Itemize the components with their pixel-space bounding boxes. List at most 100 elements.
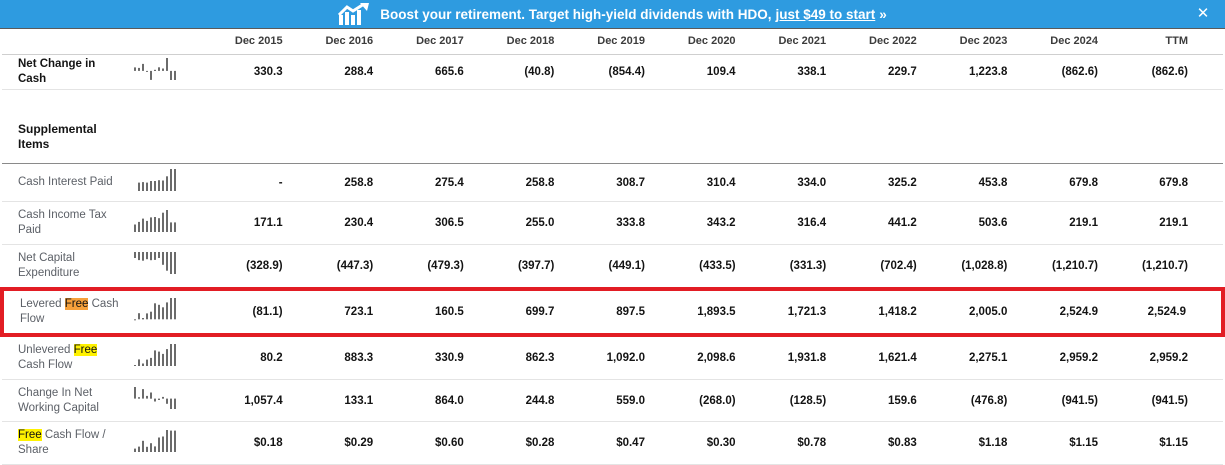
table-body: Net Change in Cash 330.3 288.4 665.6 (40.8)(…: [0, 54, 1225, 465]
chart-up-icon: [338, 3, 370, 25]
row-label-text: Unlevered: [18, 343, 74, 356]
spacer-cell: [2, 89, 1223, 114]
value-cell: $0.78: [735, 421, 827, 465]
row-label: Change In Net Working Capital: [2, 379, 132, 423]
value-cell: 864.0: [373, 379, 464, 423]
value-cell: (1,210.7): [1098, 244, 1223, 290]
column-header: Dec 2022: [826, 29, 917, 55]
value-cell: (941.5): [1007, 379, 1098, 423]
column-header: Dec 2020: [644, 29, 736, 55]
value-cell: 275.4: [373, 163, 464, 203]
value-cell: (331.3): [735, 244, 827, 290]
value-cell: 1,721.3: [735, 286, 827, 337]
value-cell: 325.2: [826, 163, 917, 203]
sparkline-cell: [132, 201, 192, 245]
value-cell: 306.5: [373, 201, 464, 245]
row-label-text: Cash Flow: [20, 297, 119, 325]
value-cell: $0.18: [192, 421, 283, 465]
sparkline-cell: [132, 244, 192, 290]
value-cell: $0.47: [554, 421, 645, 465]
value-cell: 255.0: [463, 201, 555, 245]
value-cell: $1.15: [1007, 421, 1098, 465]
value-cell: (447.3): [282, 244, 374, 290]
value-cell: 2,959.2: [1098, 334, 1223, 380]
column-header-row: Dec 2015 Dec 2016 Dec 2017 Dec 2018 Dec 2019…: [2, 29, 1223, 55]
value-cell: (941.5): [1098, 379, 1223, 423]
close-icon[interactable]: ✕: [1191, 0, 1215, 28]
value-cell: 559.0: [554, 379, 645, 423]
value-cell: 679.8: [1098, 163, 1223, 203]
column-header: Dec 2019: [554, 29, 645, 55]
value-cell: 665.6: [373, 54, 464, 90]
value-cell: 338.1: [735, 54, 827, 90]
value-cell: 219.1: [1098, 201, 1223, 245]
value-cell: (449.1): [554, 244, 645, 290]
value-cell: (1,028.8): [916, 244, 1008, 290]
table-row: Unlevered Free Cash Flow 80.2 883.3 330.9 86…: [2, 334, 1223, 380]
value-cell: 723.1: [282, 286, 374, 337]
table-row: Net Capital Expenditure (328.9) (447.3) (47…: [2, 244, 1223, 290]
column-header: Dec 2023: [916, 29, 1008, 55]
row-label-text: Net Change in Cash: [18, 58, 96, 85]
value-cell: 883.3: [282, 334, 374, 380]
sparkline-chart: [134, 387, 176, 409]
sparkline-chart: [138, 169, 176, 192]
value-cell: 133.1: [282, 379, 374, 423]
search-highlight: Free: [64, 297, 89, 310]
value-cell: 1,893.5: [644, 286, 736, 337]
value-cell: 229.7: [826, 54, 917, 90]
row-label-text: Cash Interest Paid: [18, 176, 113, 189]
value-cell: 334.0: [735, 163, 827, 203]
value-cell: 1,621.4: [826, 334, 917, 380]
value-cell: (328.9): [192, 244, 283, 290]
label-column-header: [2, 29, 132, 55]
value-cell: 171.1: [192, 201, 283, 245]
sparkline-cell: [132, 379, 192, 423]
value-cell: (397.7): [463, 244, 555, 290]
sparkline-column-header: [132, 29, 192, 55]
value-cell: 310.4: [644, 163, 736, 203]
value-cell: 1,092.0: [554, 334, 645, 380]
promo-banner: Boost your retirement. Target high-yield…: [0, 0, 1225, 29]
value-cell: $0.28: [463, 421, 555, 465]
row-label: Unlevered Free Cash Flow: [2, 334, 132, 380]
value-cell: $0.30: [644, 421, 736, 465]
sparkline-cell: [132, 421, 192, 465]
value-cell: 258.8: [282, 163, 374, 203]
value-cell: $0.83: [826, 421, 917, 465]
value-cell: $0.29: [282, 421, 374, 465]
value-cell: 1,223.8: [916, 54, 1008, 90]
table-row: Net Change in Cash 330.3 288.4 665.6 (40.8)(…: [2, 54, 1223, 90]
row-label: Cash Income Tax Paid: [2, 201, 132, 245]
row-label-text: Net Capital Expenditure: [18, 251, 80, 279]
table-row: Free Cash Flow / Share $0.18 $0.29 $0.60 $0.…: [2, 421, 1223, 465]
value-cell: (862.6): [1098, 54, 1223, 90]
value-cell: 330.9: [373, 334, 464, 380]
table-row: Cash Interest Paid -258.8 275.4 258.8 308.7 3…: [2, 163, 1223, 203]
sparkline-chart: [134, 209, 176, 232]
value-cell: 679.8: [1007, 163, 1098, 203]
sparkline-cell: [132, 54, 192, 90]
row-label: Free Cash Flow / Share: [2, 421, 132, 465]
column-header: Dec 2016: [282, 29, 374, 55]
value-cell: 453.8: [916, 163, 1008, 203]
value-cell: (128.5): [735, 379, 827, 423]
value-cell: (476.8): [916, 379, 1008, 423]
value-cell: 862.3: [463, 334, 555, 380]
value-cell: 2,524.9: [1007, 286, 1098, 337]
column-header: Dec 2024: [1007, 29, 1098, 55]
value-cell: 160.5: [373, 286, 464, 337]
promo-link[interactable]: just $49 to start: [775, 6, 876, 22]
row-label-text: Levered: [20, 297, 65, 310]
column-header: Dec 2018: [463, 29, 555, 55]
column-header: Dec 2021: [735, 29, 827, 55]
sparkline-chart: [134, 298, 176, 321]
value-cell: (433.5): [644, 244, 736, 290]
value-cell: (40.8): [463, 54, 555, 90]
value-cell: 2,524.9: [1098, 286, 1225, 337]
value-cell: 316.4: [735, 201, 827, 245]
value-cell: 343.2: [644, 201, 736, 245]
row-label-text: Cash Flow: [18, 358, 73, 371]
sparkline-cell: [132, 286, 192, 337]
sparkline-chart: [134, 344, 176, 367]
